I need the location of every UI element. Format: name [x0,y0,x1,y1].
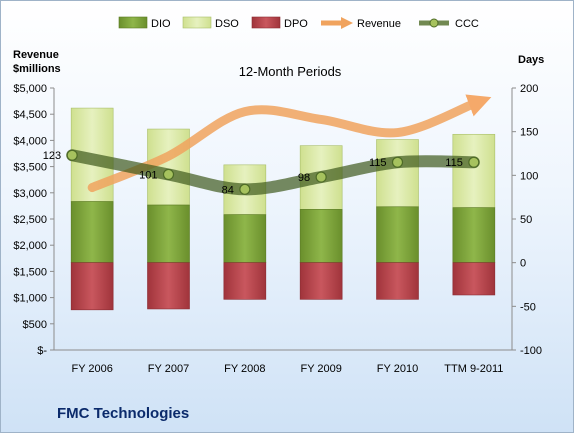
right-tick-label: -50 [520,301,536,313]
left-tick-label: $1,500 [13,266,47,278]
legend: DIO DSO DPO Revenue CCC [118,16,479,30]
left-tick-label: $2,500 [13,214,47,226]
bar-dso [452,133,496,208]
legend-label: DSO [215,18,239,30]
left-axis-title-line2: $millions [13,63,61,75]
legend-marker [429,18,439,28]
right-tick-label: 100 [520,170,538,182]
ccc-data-label: 98 [298,172,310,184]
bar-dpo [147,262,190,310]
ccc-point [162,168,175,181]
bar-dpo [376,262,419,300]
legend-swatch [182,16,212,29]
x-tick-label: FY 2006 [71,363,112,375]
bar-dso [376,139,419,208]
legend-item: CCC [419,18,479,30]
bar-dpo [223,262,267,300]
ccc-data-label: 84 [222,184,234,196]
ccc-point [66,149,78,161]
legend-item: DPO [251,16,308,30]
x-axis-ticks: FY 2006 FY 2007 FY 2008 FY 2009 FY 2010 TTM 9… [71,363,503,375]
legend-label: Revenue [357,18,401,30]
legend-item: Revenue [321,17,401,30]
legend-swatch [118,16,148,29]
ccc-data-label: 101 [139,169,157,181]
x-tick-label: TTM 9-2011 [444,363,503,375]
x-tick-label: FY 2010 [377,363,418,375]
right-axis-title: Days [518,54,544,66]
x-tick-label: FY 2008 [224,363,265,375]
revenue-line [87,94,492,193]
legend-item: DSO [182,16,239,30]
bar-dio [147,204,190,263]
x-tick-label: FY 2007 [148,363,189,375]
bar-dio [299,209,343,263]
legend-swatch [251,16,281,29]
ccc-data-label: 115 [445,157,463,169]
legend-arrow-head [341,17,353,29]
left-tick-label: $- [37,345,47,357]
company-name: FMC Technologies [57,405,190,422]
bar-dio [223,214,267,263]
left-tick-label: $3,000 [13,188,47,200]
left-tick-label: $5,000 [13,83,47,95]
left-axis-ticks: $- $500 $1,000 $1,500 $2,000 $2,500 $3,000 $3,5… [13,83,54,357]
series-lines: 123 101 84 98 115 115 [43,94,492,196]
right-tick-label: -100 [520,345,542,357]
legend-item: DIO [118,16,171,30]
right-tick-label: 150 [520,127,538,139]
bars [70,107,496,311]
bar-dpo [70,262,114,311]
right-tick-label: 200 [520,83,538,95]
bar-dpo [299,262,343,300]
ccc-point [391,156,404,168]
right-axis-ticks: -100 -50 0 50 100 150 200 [512,83,542,357]
legend-label: DIO [151,18,171,30]
bar-dpo [452,262,496,296]
x-tick-label: FY 2009 [300,363,341,375]
ccc-data-label: 123 [43,150,61,162]
bar-dio [70,201,114,263]
ccc-line [66,149,480,196]
ccc-point [468,156,480,168]
legend-label: CCC [455,18,479,30]
ccc-data-label: 115 [369,157,387,169]
left-tick-label: $1,000 [13,293,47,305]
left-tick-label: $4,000 [13,135,47,147]
right-tick-label: 50 [520,214,532,226]
chart-subtitle: 12-Month Periods [239,64,342,79]
legend-label: DPO [284,18,308,30]
right-tick-label: 0 [520,258,526,270]
ccc-point [315,171,327,183]
bar-dio [376,206,419,263]
left-axis-title-line1: Revenue [13,49,59,61]
left-tick-label: $2,000 [13,240,47,252]
left-tick-label: $500 [23,319,47,331]
bar-dio [452,207,496,263]
left-tick-label: $3,500 [13,162,47,174]
ccc-point [239,183,251,195]
left-tick-label: $4,500 [13,109,47,121]
